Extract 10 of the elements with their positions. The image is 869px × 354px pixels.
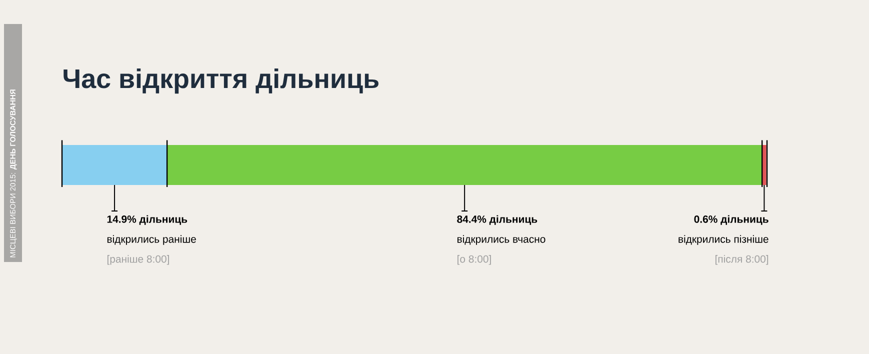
data-label: 84.4% дільниць xyxy=(457,215,538,225)
text: [раніше 8:00] xyxy=(107,255,169,265)
data-label: 14.9% дільниць xyxy=(107,215,188,225)
chart-title: Час відкриття дільниць xyxy=(64,68,378,94)
text: [о 8:00] xyxy=(458,255,491,265)
text: відкрились пізніше xyxy=(678,235,768,245)
text: відкрились раніше xyxy=(107,235,196,245)
data-label: 0.6% дільниць xyxy=(694,215,768,225)
text: відкрились вчасно xyxy=(457,235,546,245)
text: [після 8:00] xyxy=(716,255,768,265)
